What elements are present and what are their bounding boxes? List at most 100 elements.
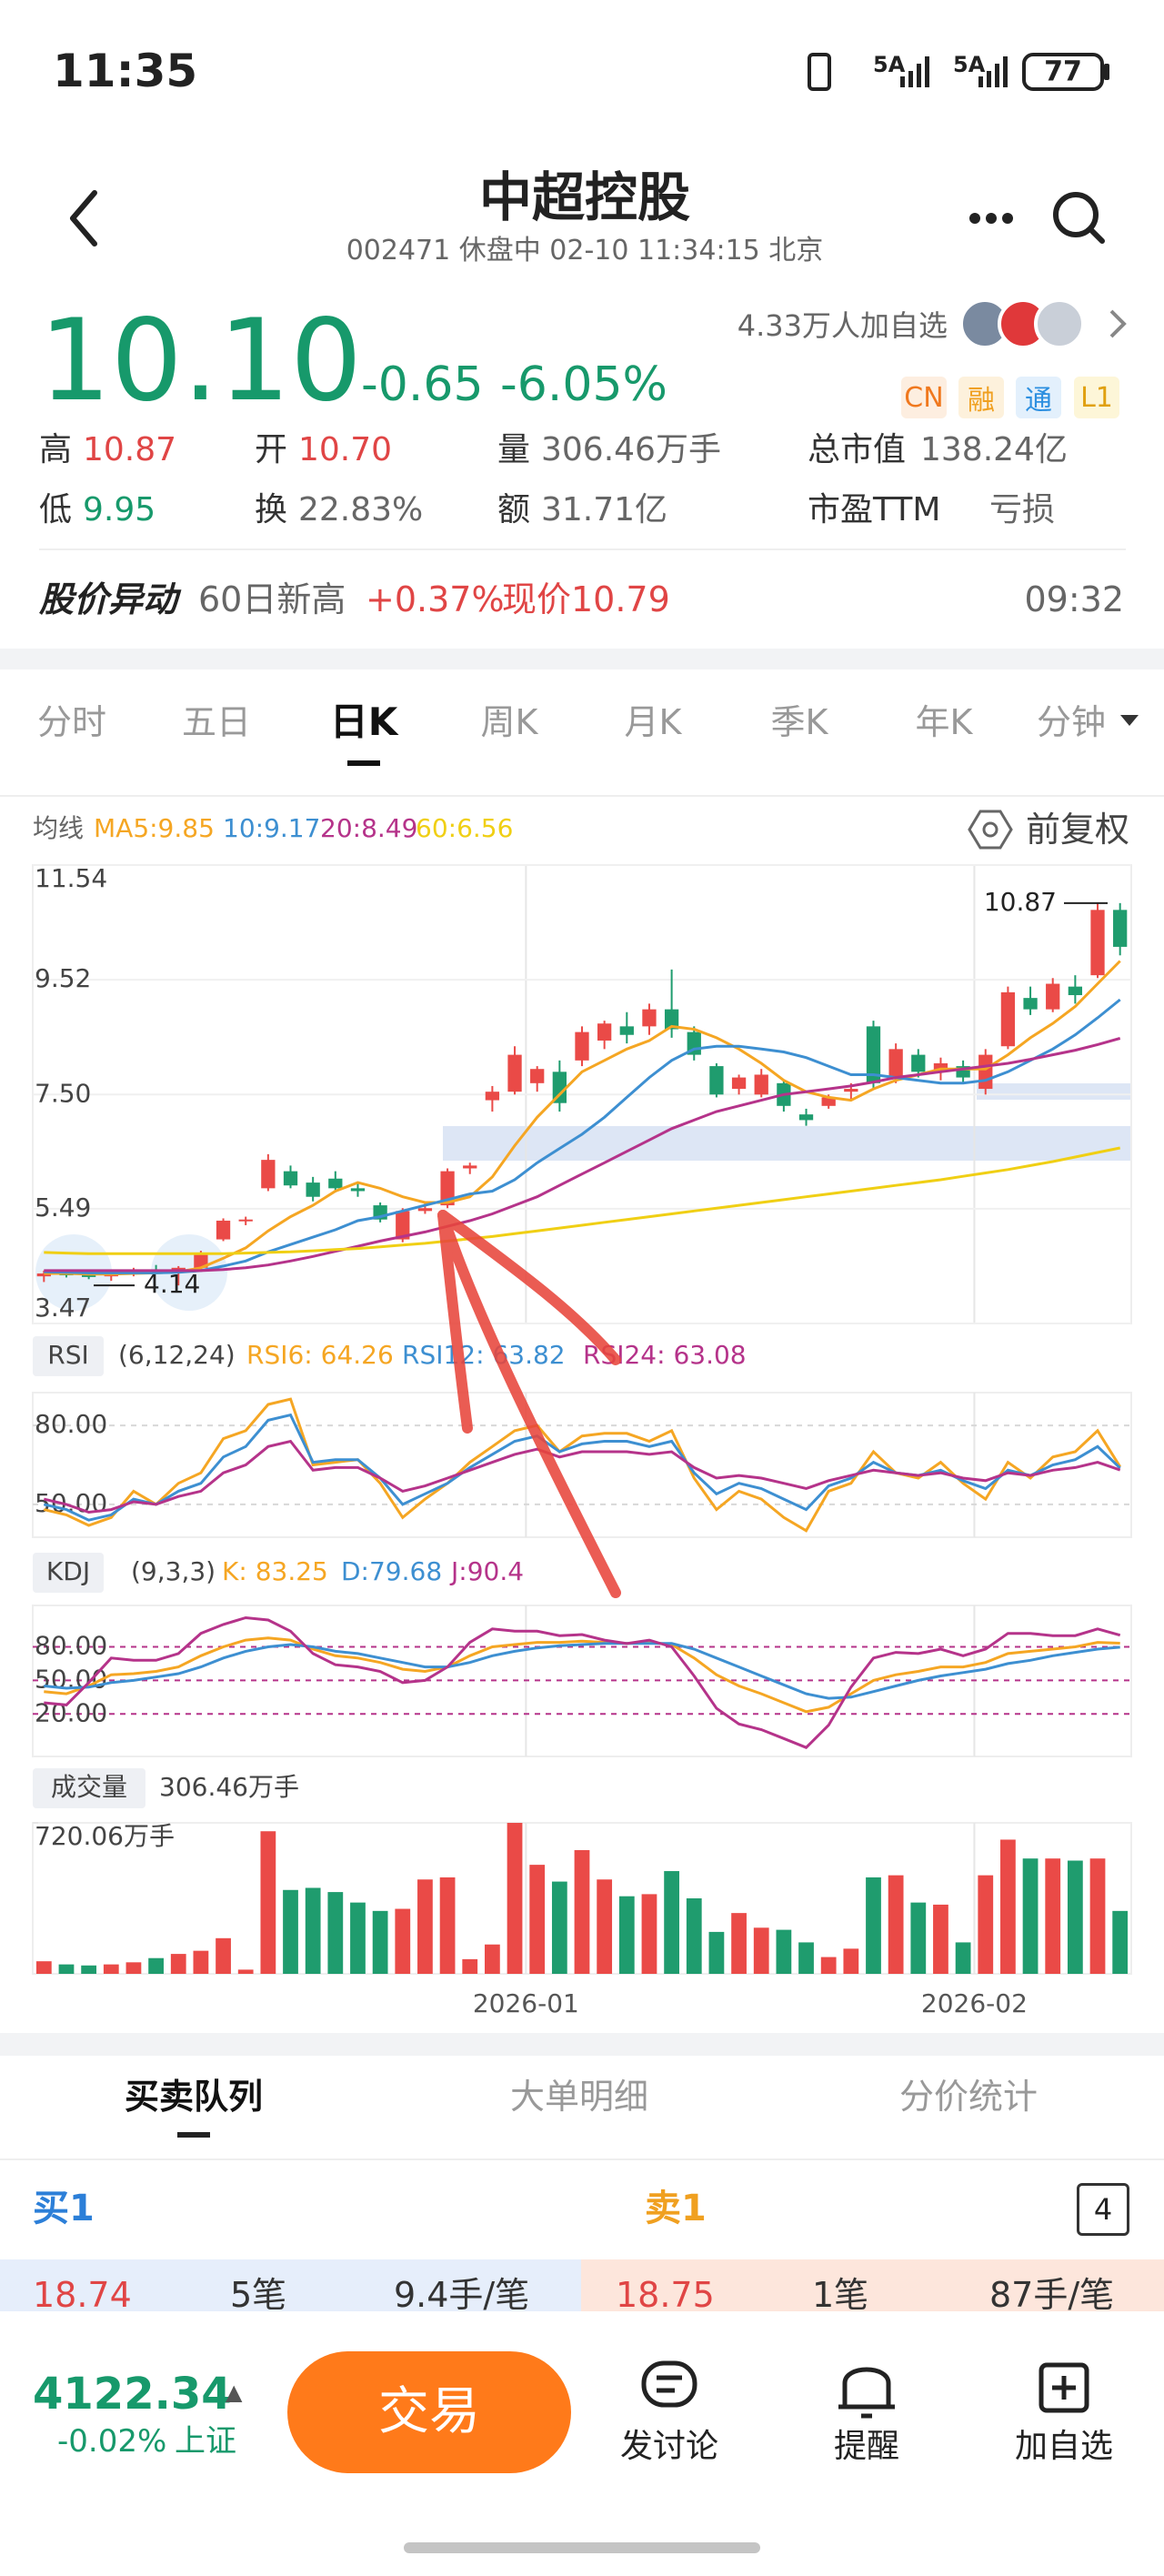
trade-button[interactable]: 交易 [287, 2351, 571, 2473]
home-indicator [404, 2542, 760, 2553]
candle-body [306, 1182, 320, 1197]
volume-bar [597, 1879, 613, 1974]
candle-body [911, 1054, 926, 1072]
volume-bar [1067, 1860, 1083, 1974]
series-line [44, 1615, 1121, 1749]
alert-icon[interactable] [838, 2367, 895, 2419]
volume-bar [731, 1913, 747, 1974]
y-tick-label: 11.54 [35, 863, 107, 893]
tab[interactable]: 周K [480, 702, 538, 742]
more-button[interactable] [969, 213, 1013, 224]
legend-entry: 60:6.56 [416, 813, 513, 843]
volume-bar [910, 1902, 927, 1974]
volume-bar [125, 1962, 142, 1974]
stat-label: 低 [39, 491, 73, 528]
tab[interactable]: 分时 [36, 702, 107, 742]
volume-bar [350, 1902, 366, 1974]
dropdown-caret[interactable] [1120, 715, 1139, 726]
adjust-mode[interactable]: 前复权 [1025, 810, 1129, 850]
candle-body [463, 1165, 477, 1169]
volume-bar [395, 1908, 411, 1974]
discuss-icon[interactable] [641, 2360, 697, 2408]
legend-box [33, 1553, 104, 1593]
tab[interactable]: 五日 [181, 702, 252, 742]
back-button[interactable] [70, 190, 97, 247]
candle-body [1046, 983, 1060, 1010]
tab-active[interactable]: 日K [329, 699, 398, 744]
legend-box [33, 1768, 146, 1808]
volume-bar [1000, 1839, 1016, 1974]
legend-entry: 20:8.49 [320, 813, 417, 843]
series-line [43, 1413, 1121, 1522]
candle-body [350, 1188, 366, 1192]
volume-bar [58, 1964, 75, 1974]
candle-body [575, 1031, 589, 1061]
series-line [44, 1642, 1120, 1700]
legend-title: 成交量 [51, 1772, 127, 1802]
volume-bar [283, 1889, 298, 1974]
tab[interactable]: 分钟 [1036, 702, 1107, 742]
tab-underline [177, 2132, 210, 2138]
tab[interactable]: 年K [915, 702, 973, 742]
candle-body [664, 1009, 679, 1030]
alert-change: +0.37% [366, 579, 505, 619]
series-line [44, 960, 1121, 1276]
tab[interactable]: 月K [624, 702, 682, 742]
search-button[interactable] [1053, 192, 1105, 244]
tab[interactable]: 季K [770, 702, 828, 742]
buy-label: 买1 [33, 2188, 95, 2229]
volume-bar [820, 1957, 837, 1974]
volume-bar [708, 1931, 725, 1974]
candle-body [933, 1062, 948, 1072]
candle-body [844, 1089, 858, 1092]
depth-button[interactable]: 4 [1077, 2183, 1129, 2236]
stat-label: 总市值 [808, 431, 907, 468]
alert-text: 60日新高 [198, 579, 346, 619]
order-tab[interactable]: 分价统计 [898, 2077, 1039, 2117]
action-label[interactable]: 发讨论 [619, 2428, 719, 2465]
volume-bar [35, 1961, 52, 1974]
index-arrow: ▲ [226, 2380, 243, 2405]
volume-bar [776, 1929, 792, 1974]
avatars [959, 298, 1127, 349]
legend-params: 306.46万手 [159, 1772, 299, 1802]
badge: L1 [1074, 377, 1119, 418]
volume-bar [978, 1875, 994, 1974]
action-label[interactable]: 加自选 [1014, 2428, 1114, 2465]
volume-bar [686, 1898, 702, 1974]
volume-bar [507, 1823, 523, 1974]
candle-body [81, 1274, 96, 1277]
y-tick-label: 9.52 [35, 963, 91, 993]
stat-label: 额 [497, 491, 531, 528]
action-label[interactable]: 提醒 [833, 2428, 900, 2465]
order-tab[interactable]: 大单明细 [509, 2077, 649, 2117]
legend-entry: K: 83.25 [222, 1556, 328, 1586]
alert-price: 现价10.79 [502, 579, 670, 619]
candle-body [798, 1114, 814, 1121]
buy-cell: 5笔 [230, 2275, 287, 2311]
adjust-icon[interactable] [968, 810, 1013, 850]
separator [0, 649, 1164, 669]
volume-bar [103, 1964, 119, 1974]
candle-body [978, 1054, 993, 1090]
volume-bar [574, 1849, 590, 1974]
candle-body [552, 1072, 567, 1103]
volume-bar [372, 1910, 388, 1974]
volume-bar [618, 1896, 635, 1974]
volume-bar [81, 1965, 97, 1974]
y-tick-label: 80.00 [35, 1409, 107, 1439]
x-tick-label: 2026-01 [473, 1988, 579, 2018]
volume-bar [933, 1904, 948, 1974]
series-line [44, 1636, 1120, 1714]
volume-bar [1112, 1910, 1129, 1974]
legend-entry: MA5:9.85 [94, 813, 215, 843]
candle-body [530, 1069, 545, 1083]
volume-bar [866, 1877, 881, 1974]
order-tab[interactable]: 买卖队列 [124, 2077, 264, 2117]
candle-body [417, 1208, 433, 1212]
watch-icon[interactable] [1039, 2362, 1089, 2413]
volume-bar [1089, 1858, 1106, 1974]
sell-cell: 87手/笔 [989, 2275, 1115, 2311]
stat-value: 亏损 [989, 491, 1056, 528]
candle-body [754, 1074, 768, 1095]
